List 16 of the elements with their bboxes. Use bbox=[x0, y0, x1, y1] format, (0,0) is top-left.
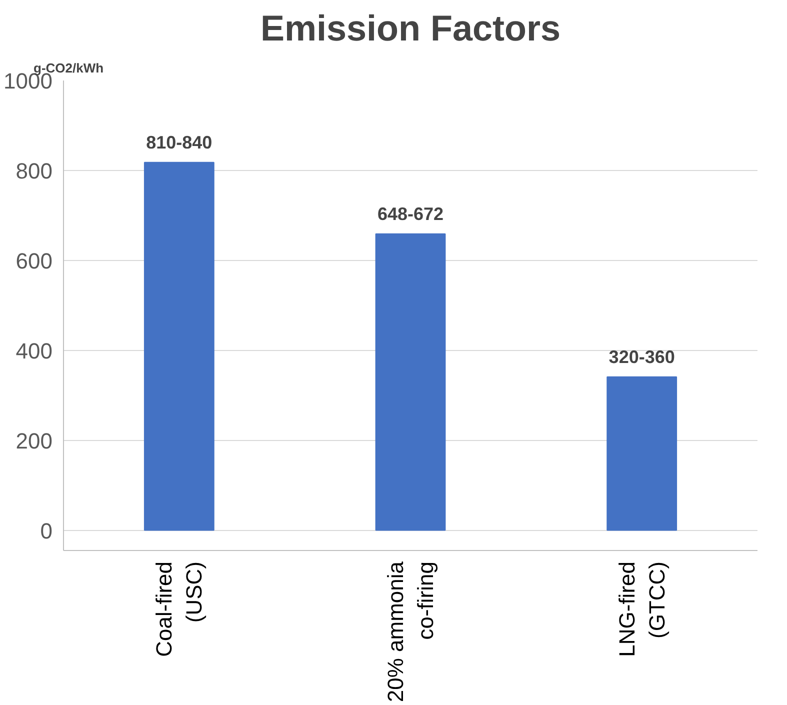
bar bbox=[606, 376, 678, 531]
y-tick-label: 400 bbox=[16, 338, 53, 364]
bar bbox=[144, 162, 214, 531]
y-tick-label: 0 bbox=[40, 518, 53, 544]
y-tick-label: 800 bbox=[16, 158, 53, 184]
bar bbox=[375, 233, 446, 531]
chart-title: Emission Factors bbox=[260, 8, 561, 48]
x-tick-label: LNG-fired (GTCC) bbox=[614, 561, 670, 657]
y-tick-label: 200 bbox=[16, 428, 53, 454]
y-tick-label: 600 bbox=[16, 248, 53, 274]
y-axis-title: g-CO2/kWh bbox=[34, 60, 104, 76]
x-tick-label: 20% ammonia co-firing bbox=[383, 560, 438, 702]
x-tick-label: Coal-fired (USC) bbox=[152, 561, 207, 657]
data-label: 648-672 bbox=[377, 204, 444, 224]
data-label: 320-360 bbox=[608, 346, 675, 367]
data-label: 810-840 bbox=[146, 132, 212, 152]
